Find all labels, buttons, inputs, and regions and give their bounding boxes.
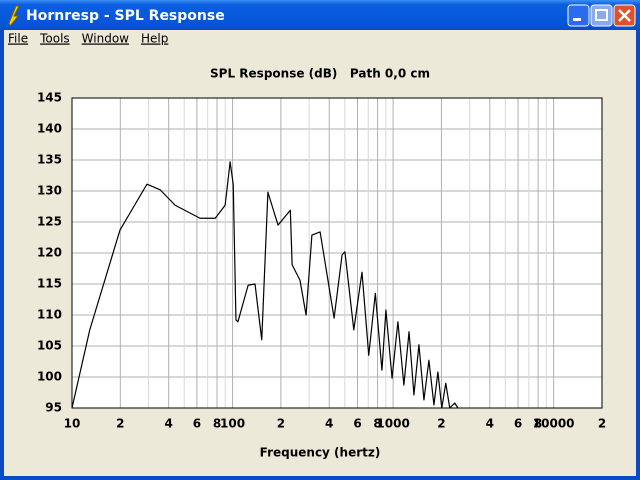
menu-item[interactable]: Window xyxy=(82,32,130,46)
maximize-button[interactable] xyxy=(590,4,613,27)
window-title: Hornresp - SPL Response xyxy=(26,8,225,24)
y-tick-label: 120 xyxy=(37,246,62,260)
x-tick-label: 6 xyxy=(193,417,201,431)
x-tick-label: 6 xyxy=(353,417,361,431)
x-tick-label: 10000 xyxy=(533,417,575,431)
plot-border xyxy=(71,97,603,409)
y-tick-label: 110 xyxy=(37,308,62,322)
x-tick-label: 1000 xyxy=(376,417,409,431)
menu-item[interactable]: Help xyxy=(141,32,168,46)
menu-bar: File Tools Window Help xyxy=(8,32,168,46)
x-tick-label: 6 xyxy=(514,417,522,431)
x-tick-label: 2 xyxy=(116,417,124,431)
y-tick-label: 135 xyxy=(37,153,62,167)
plot xyxy=(71,161,459,409)
minimize-icon xyxy=(573,18,581,21)
y-tick-label: 125 xyxy=(37,215,62,229)
x-axis-title: Frequency (hertz) xyxy=(260,446,381,460)
chart-title: SPL Response (dB) Path 0,0 cm xyxy=(210,67,430,81)
window-controls xyxy=(567,4,636,27)
x-tick-label: 8 xyxy=(373,417,381,431)
title-bar xyxy=(0,0,640,30)
y-tick-label: 105 xyxy=(37,339,62,353)
x-tick-label: 4 xyxy=(164,417,172,431)
x-tick-label: 2 xyxy=(277,417,285,431)
x-tick-label: 2 xyxy=(598,417,606,431)
x-tick-label: 8 xyxy=(213,417,221,431)
y-tick-label: 95 xyxy=(45,401,62,415)
y-tick-label: 115 xyxy=(37,277,62,291)
x-tick-label: 2 xyxy=(437,417,445,431)
minimize-button[interactable] xyxy=(567,4,590,27)
maximize-icon xyxy=(595,9,608,21)
y-tick-label: 145 xyxy=(37,91,62,105)
y-tick-label: 130 xyxy=(37,184,62,198)
spl-curve xyxy=(71,161,459,409)
x-tick-label: 4 xyxy=(325,417,333,431)
y-tick-label: 100 xyxy=(37,370,62,384)
app-icon xyxy=(8,5,20,28)
x-tick-label: 8 xyxy=(534,417,542,431)
x-tick-label: 4 xyxy=(486,417,494,431)
menu-item[interactable]: Tools xyxy=(39,32,70,46)
menu-item[interactable]: File xyxy=(8,32,28,46)
y-tick-label: 140 xyxy=(37,122,62,136)
close-icon xyxy=(618,9,631,22)
x-tick-label: 10 xyxy=(64,417,81,431)
x-tick-label: 100 xyxy=(220,417,245,431)
